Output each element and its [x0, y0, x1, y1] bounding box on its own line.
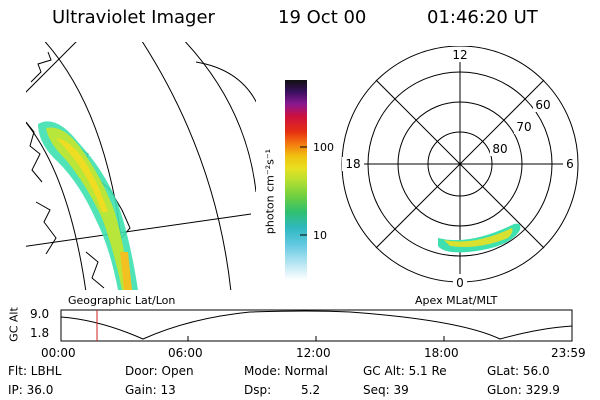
geographic-map-panel — [26, 42, 256, 290]
status-filter: Flt: LBHL — [8, 364, 62, 378]
date-label: 19 Oct 00 — [278, 7, 367, 28]
aurora-oval-geographic — [38, 121, 138, 290]
lat-label-80: 80 — [492, 142, 507, 156]
status-dsp-value: 5.2 — [301, 383, 321, 397]
time-tick-00: 00:00 — [41, 346, 76, 360]
time-label: 01:46:20 UT — [427, 7, 538, 28]
time-tick-06: 06:00 — [168, 346, 203, 360]
colorbar-unit-label: photon cm⁻²s⁻¹ — [263, 148, 277, 235]
time-tick-18: 18:00 — [424, 346, 459, 360]
mlt-label-12: 12 — [452, 48, 467, 62]
polar-plot: 12 6 0 18 60 70 80 — [341, 46, 579, 290]
colorbar-tick-10: 10 — [313, 229, 327, 242]
time-tick-12: 12:00 — [296, 346, 331, 360]
status-dsp-label: Dsp: — [244, 383, 272, 397]
status-seq: Seq: 39 — [363, 383, 409, 397]
status-glon: GLon: 329.9 — [487, 383, 560, 397]
altitude-tick-low: 1.8 — [30, 326, 50, 340]
status-gain: Gain: 13 — [125, 383, 176, 397]
lat-label-60: 60 — [535, 98, 550, 112]
mlt-label-18: 18 — [345, 157, 360, 171]
altitude-axis-label: GC Alt — [7, 307, 21, 342]
right-panel-label: Apex MLat/MLT — [415, 294, 498, 307]
status-mode: Mode: Normal — [244, 364, 328, 378]
left-panel-label: Geographic Lat/Lon — [68, 294, 176, 307]
status-glat: GLat: 56.0 — [487, 364, 550, 378]
colorbar-ticks — [300, 146, 307, 236]
app-title: Ultraviolet Imager — [52, 7, 215, 28]
mlt-label-0: 0 — [456, 276, 464, 290]
altitude-plot — [60, 309, 573, 342]
status-gc-alt: GC Alt: 5.1 Re — [363, 364, 447, 378]
altitude-tick-high: 9.0 — [30, 307, 50, 321]
colorbar — [285, 80, 307, 280]
aurora-oval-polar — [438, 223, 521, 253]
status-door: Door: Open — [125, 364, 194, 378]
status-ip: IP: 36.0 — [8, 383, 54, 397]
lat-label-70: 70 — [516, 120, 531, 134]
colorbar-tick-100: 100 — [313, 141, 334, 154]
time-tick-end: 23:59 — [551, 346, 586, 360]
mlt-label-6: 6 — [566, 157, 574, 171]
